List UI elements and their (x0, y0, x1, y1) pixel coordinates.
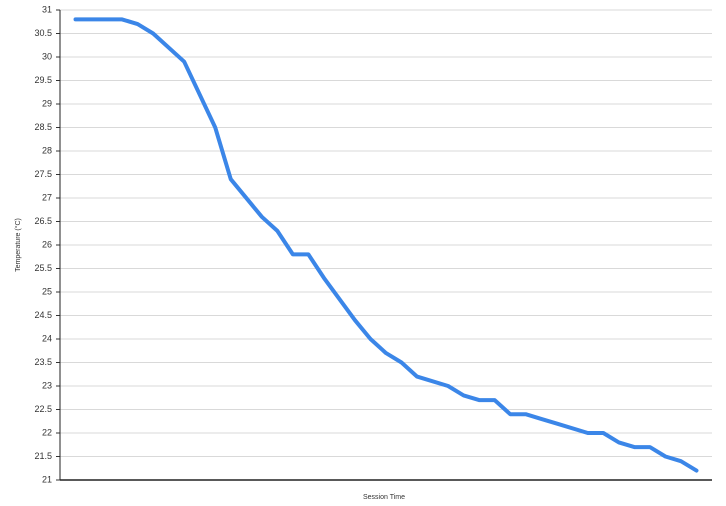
x-axis-label: Session Time (363, 494, 405, 501)
line (73, 17, 699, 473)
y-tick-label: 22.5 (34, 404, 52, 414)
y-tick-label: 23 (42, 380, 52, 390)
y-tick-label: 23.5 (34, 357, 52, 367)
y-tick-label: 29 (42, 98, 52, 108)
y-tick-label: 26.5 (34, 216, 52, 226)
y-tick-label: 31 (42, 4, 52, 14)
y-tick-label: 21 (42, 474, 52, 484)
y-tick-label: 30 (42, 51, 52, 61)
y-axis-label: Temperature (°C) (14, 218, 22, 272)
y-tick-label: 21.5 (34, 451, 52, 461)
y-tick-label: 25 (42, 286, 52, 296)
y-tick-label: 28.5 (34, 122, 52, 132)
y-tick-label: 29.5 (34, 75, 52, 85)
y-tick-label: 24 (42, 333, 52, 343)
y-tick-label: 27.5 (34, 169, 52, 179)
y-tick-label: 30.5 (34, 28, 52, 38)
y-tick-label: 24.5 (34, 310, 52, 320)
y-tick-label: 28 (42, 145, 52, 155)
y-tick-label: 25.5 (34, 263, 52, 273)
y-tick-label: 27 (42, 192, 52, 202)
y-tick-label: 22 (42, 427, 52, 437)
y-tick-label: 26 (42, 239, 52, 249)
